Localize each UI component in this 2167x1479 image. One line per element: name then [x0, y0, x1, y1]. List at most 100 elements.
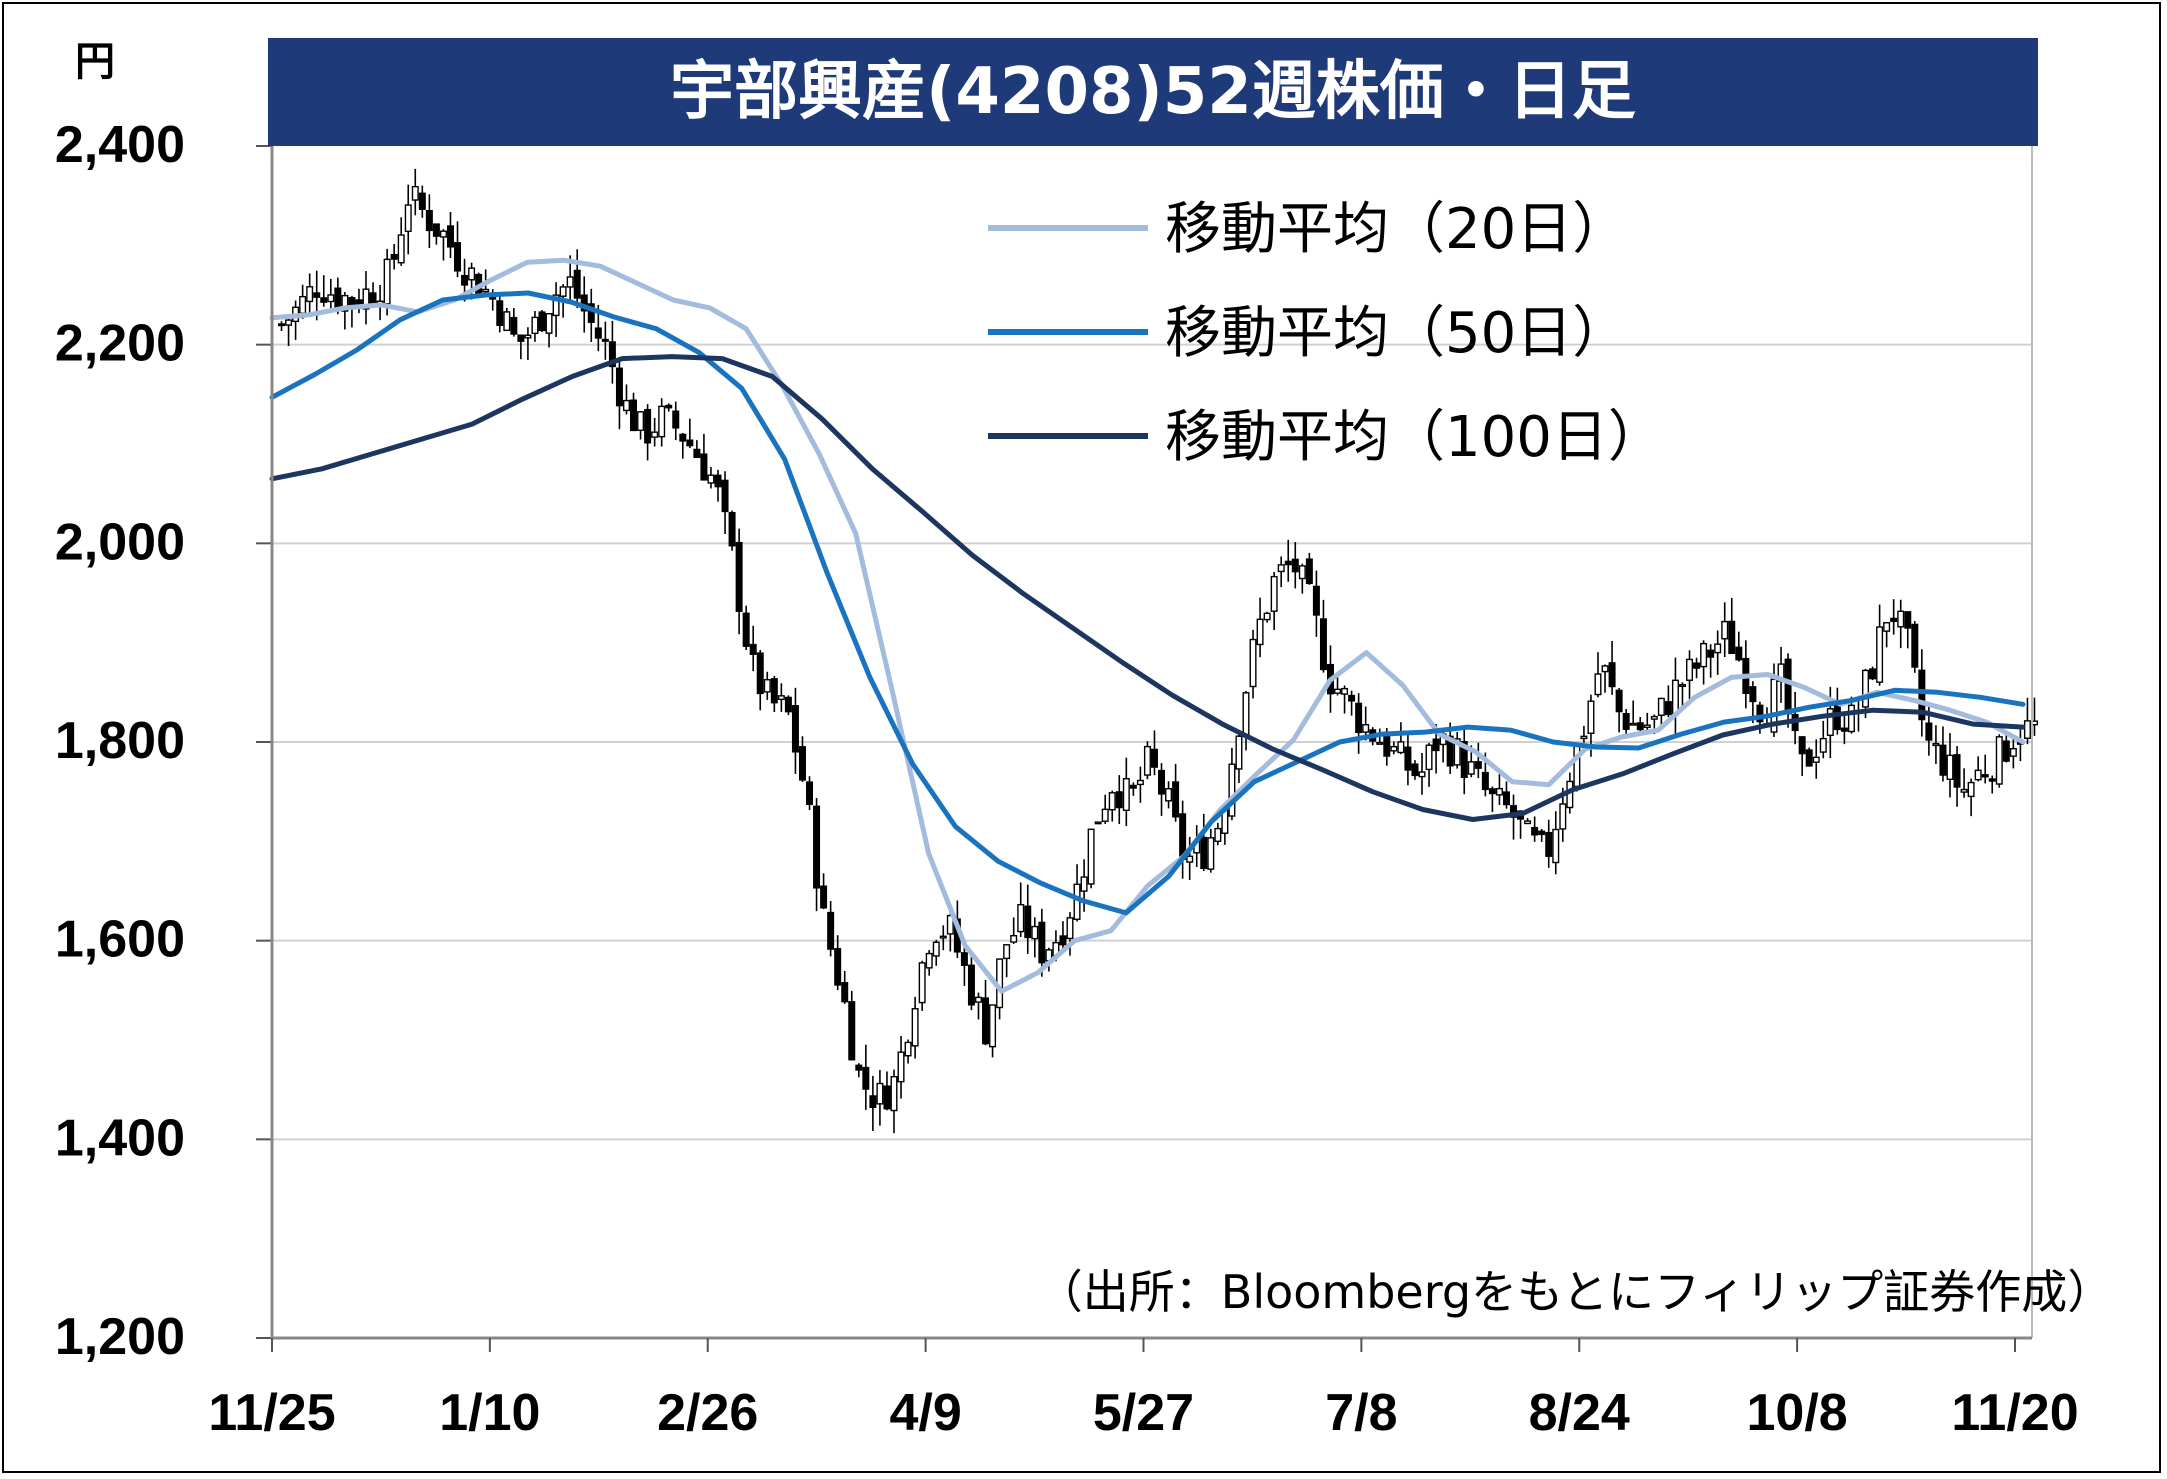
candle-body: [313, 292, 321, 298]
candle-body: [524, 334, 532, 339]
candle-body: [1988, 778, 1996, 782]
candle-body: [967, 964, 975, 1006]
candle-body: [1186, 855, 1194, 863]
candle-body: [841, 981, 849, 1003]
candle-body: [622, 399, 630, 412]
candle-body: [559, 286, 567, 297]
candle-body: [1200, 836, 1208, 870]
candle-body: [510, 316, 518, 335]
candle-body: [1010, 934, 1018, 943]
x-tick-label-4: 5/27: [1093, 1384, 1194, 1442]
candle-body: [1031, 925, 1039, 940]
candle-body: [341, 294, 349, 312]
candle-body: [285, 319, 293, 326]
candle-body: [1094, 821, 1102, 825]
candle-body: [834, 948, 842, 986]
candle-body: [1284, 560, 1292, 566]
candle-body: [932, 941, 940, 957]
candle-body: [439, 230, 447, 238]
candle-body: [700, 453, 708, 481]
candle-body: [1946, 754, 1954, 780]
candle-body: [974, 996, 982, 1003]
candle-body: [1510, 805, 1518, 818]
candle-body: [1918, 669, 1926, 721]
y-axis-unit-label: 円: [75, 40, 115, 84]
candle-body: [672, 410, 680, 429]
x-tick-label-8: 11/20: [1951, 1384, 2078, 1442]
candle-body: [1890, 617, 1898, 622]
candle-body: [1686, 658, 1694, 681]
candle-body: [1636, 722, 1644, 731]
candle-body: [1277, 564, 1285, 573]
candle-body: [989, 1004, 997, 1048]
candle-body: [1488, 788, 1496, 795]
x-tick-label-1: 1/10: [439, 1384, 540, 1442]
candle-body: [735, 541, 743, 612]
chart-title: 宇部興産(4208)52週株価・日足: [670, 55, 1636, 129]
candle-body: [1460, 741, 1468, 778]
candle-body: [756, 652, 764, 695]
candle-body: [1319, 618, 1327, 671]
candle-body: [1383, 735, 1391, 757]
candle-body: [454, 242, 462, 272]
candle-body: [1960, 788, 1968, 793]
candlesticks: [278, 168, 2038, 1134]
candle-body: [1425, 744, 1433, 771]
candle-body: [651, 431, 659, 438]
candle-body: [2009, 748, 2017, 757]
candle-body: [306, 286, 314, 303]
legend: 移動平均（20日） 移動平均（50日） 移動平均（100日）: [988, 197, 1664, 470]
candle-body: [615, 367, 623, 407]
y-tick-label-2200: 2,200: [55, 315, 185, 373]
candle-body: [1334, 688, 1342, 694]
candle-body: [468, 267, 476, 281]
candle-body: [1080, 876, 1088, 892]
candle-body: [1833, 704, 1841, 731]
candle-body: [925, 952, 933, 969]
candle-body: [1348, 694, 1356, 702]
candle-body: [1904, 611, 1912, 629]
candle-body: [982, 997, 990, 1045]
axes: 1,200 1,400 1,600 1,800 2,000 2,200 2,400 11/25…: [55, 116, 2079, 1442]
candle-body: [1502, 791, 1510, 806]
candle-body: [1622, 712, 1630, 730]
y-tick-label-1800: 1,800: [55, 712, 185, 770]
candle-body: [348, 297, 356, 307]
candle-body: [1657, 697, 1665, 716]
candle-body: [1291, 558, 1299, 573]
candle-body: [806, 781, 814, 805]
candle-body: [1693, 662, 1701, 669]
candle-body: [1862, 669, 1870, 708]
x-tick-label-6: 8/24: [1529, 1384, 1630, 1442]
legend-label-2: 移動平均（100日）: [1165, 405, 1664, 470]
candle-body: [1432, 738, 1440, 752]
candle-body: [1911, 623, 1919, 668]
candle-body: [1122, 778, 1130, 811]
candle-body: [1495, 787, 1503, 796]
candle-body: [278, 323, 286, 327]
candle-body: [425, 209, 433, 232]
candle-body: [566, 276, 574, 288]
candle-body: [1136, 779, 1144, 786]
candle-body: [1545, 831, 1553, 857]
candle-body: [573, 269, 581, 299]
candle-body: [1671, 679, 1679, 716]
candle-body: [1664, 701, 1672, 716]
candle-body: [1587, 700, 1595, 734]
candle-body: [918, 962, 926, 1004]
candle-body: [1883, 622, 1891, 632]
ma-line-0: [269, 257, 2026, 994]
candle-body: [397, 234, 405, 264]
candle-body: [1728, 620, 1736, 655]
candle-body: [848, 1001, 856, 1061]
candle-body: [820, 885, 828, 909]
candle-body: [1214, 827, 1222, 842]
candle-body: [1474, 761, 1482, 769]
candle-body: [1143, 745, 1151, 776]
candle-body: [1017, 903, 1025, 933]
candle-body: [1573, 744, 1581, 788]
candle-body: [1784, 658, 1792, 715]
candle-body: [1538, 830, 1546, 836]
candle-body: [1601, 665, 1609, 673]
candle-body: [1981, 774, 1989, 778]
